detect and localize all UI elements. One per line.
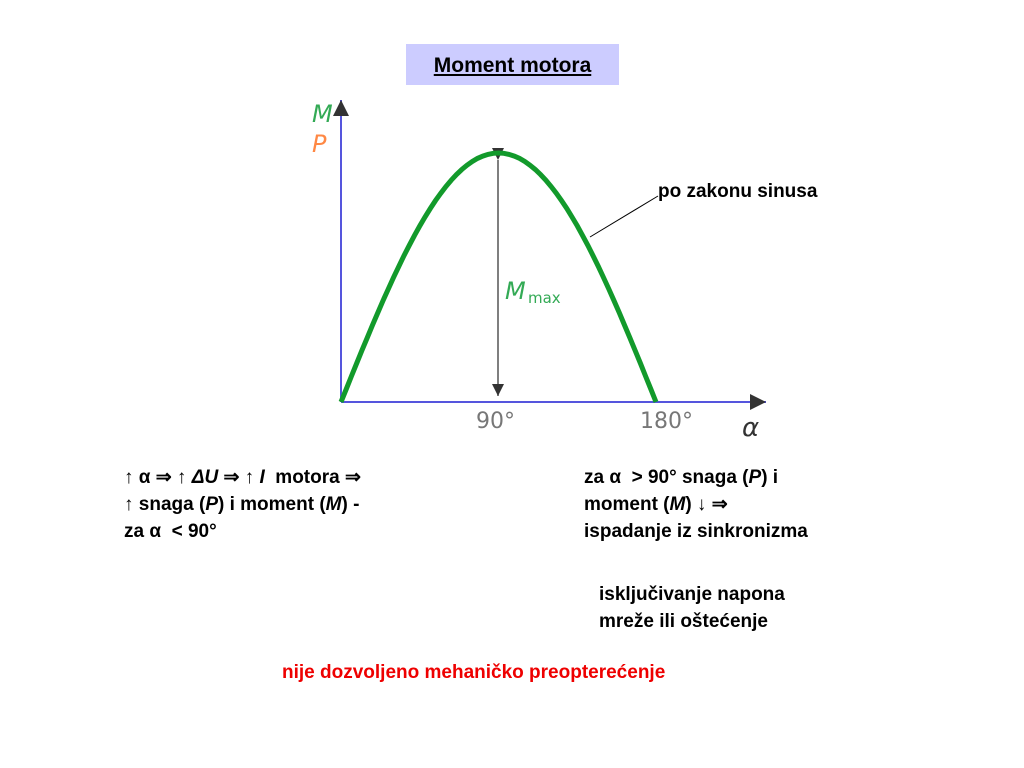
left-text: ↑ α ⇒ ↑ ΔU ⇒ ↑ I motora ⇒ ↑ snaga (P) i m… (124, 464, 361, 545)
text: ) i moment ( (218, 494, 326, 515)
symbol: P (205, 494, 218, 515)
right-text: za α > 90° snaga (P) i moment (M) ↓ ⇒ ispa… (584, 464, 808, 545)
text: ) ↓ ⇒ (685, 494, 728, 515)
y-label: P (312, 130, 327, 158)
x-label: α (742, 413, 759, 443)
tick-label: 90° (476, 409, 515, 434)
max-label: M (505, 277, 526, 305)
text: ↑ α ⇒ ↑ (124, 467, 192, 488)
text: za α < 90° (124, 521, 217, 542)
text: motora ⇒ (264, 467, 361, 488)
symbol: I (259, 467, 265, 488)
text: ⇒ ↑ (218, 467, 260, 488)
text: ) - (341, 494, 360, 515)
max-subscript: max (528, 289, 561, 307)
tick-label: 180° (640, 409, 693, 434)
text: ispadanje iz sinkronizma (584, 521, 808, 542)
y-label: M (312, 100, 333, 128)
text: ) i (761, 467, 779, 488)
title: Moment motora (406, 44, 619, 85)
text: za α > 90° snaga ( (584, 467, 749, 488)
warning: nije dozvoljeno mehaničko preopterećenje (282, 662, 666, 683)
text-line: za α < 90° (124, 518, 361, 545)
text-line: ↑ snaga (P) i moment (M) - (124, 491, 361, 518)
text-line: za α > 90° snaga (P) i (584, 464, 808, 491)
leader-line (589, 195, 659, 238)
symbol: ΔU (191, 467, 219, 488)
note-line: isključivanje napona (599, 584, 785, 605)
text-line: moment (M) ↓ ⇒ (584, 491, 808, 518)
note: isključivanje napona mreže ili oštećenje (599, 581, 785, 635)
symbol: M (669, 494, 686, 515)
sine-curve (338, 150, 659, 403)
text: moment ( (584, 494, 670, 515)
text-line: ispadanje iz sinkronizma (584, 518, 808, 545)
text-line: ↑ α ⇒ ↑ ΔU ⇒ ↑ I motora ⇒ (124, 464, 361, 491)
symbol: P (748, 467, 762, 488)
symbol: M (325, 494, 342, 515)
text: ↑ snaga ( (124, 494, 206, 515)
note-line: mreže ili oštećenje (599, 611, 768, 632)
curve-label: po zakonu sinusa (658, 181, 818, 202)
